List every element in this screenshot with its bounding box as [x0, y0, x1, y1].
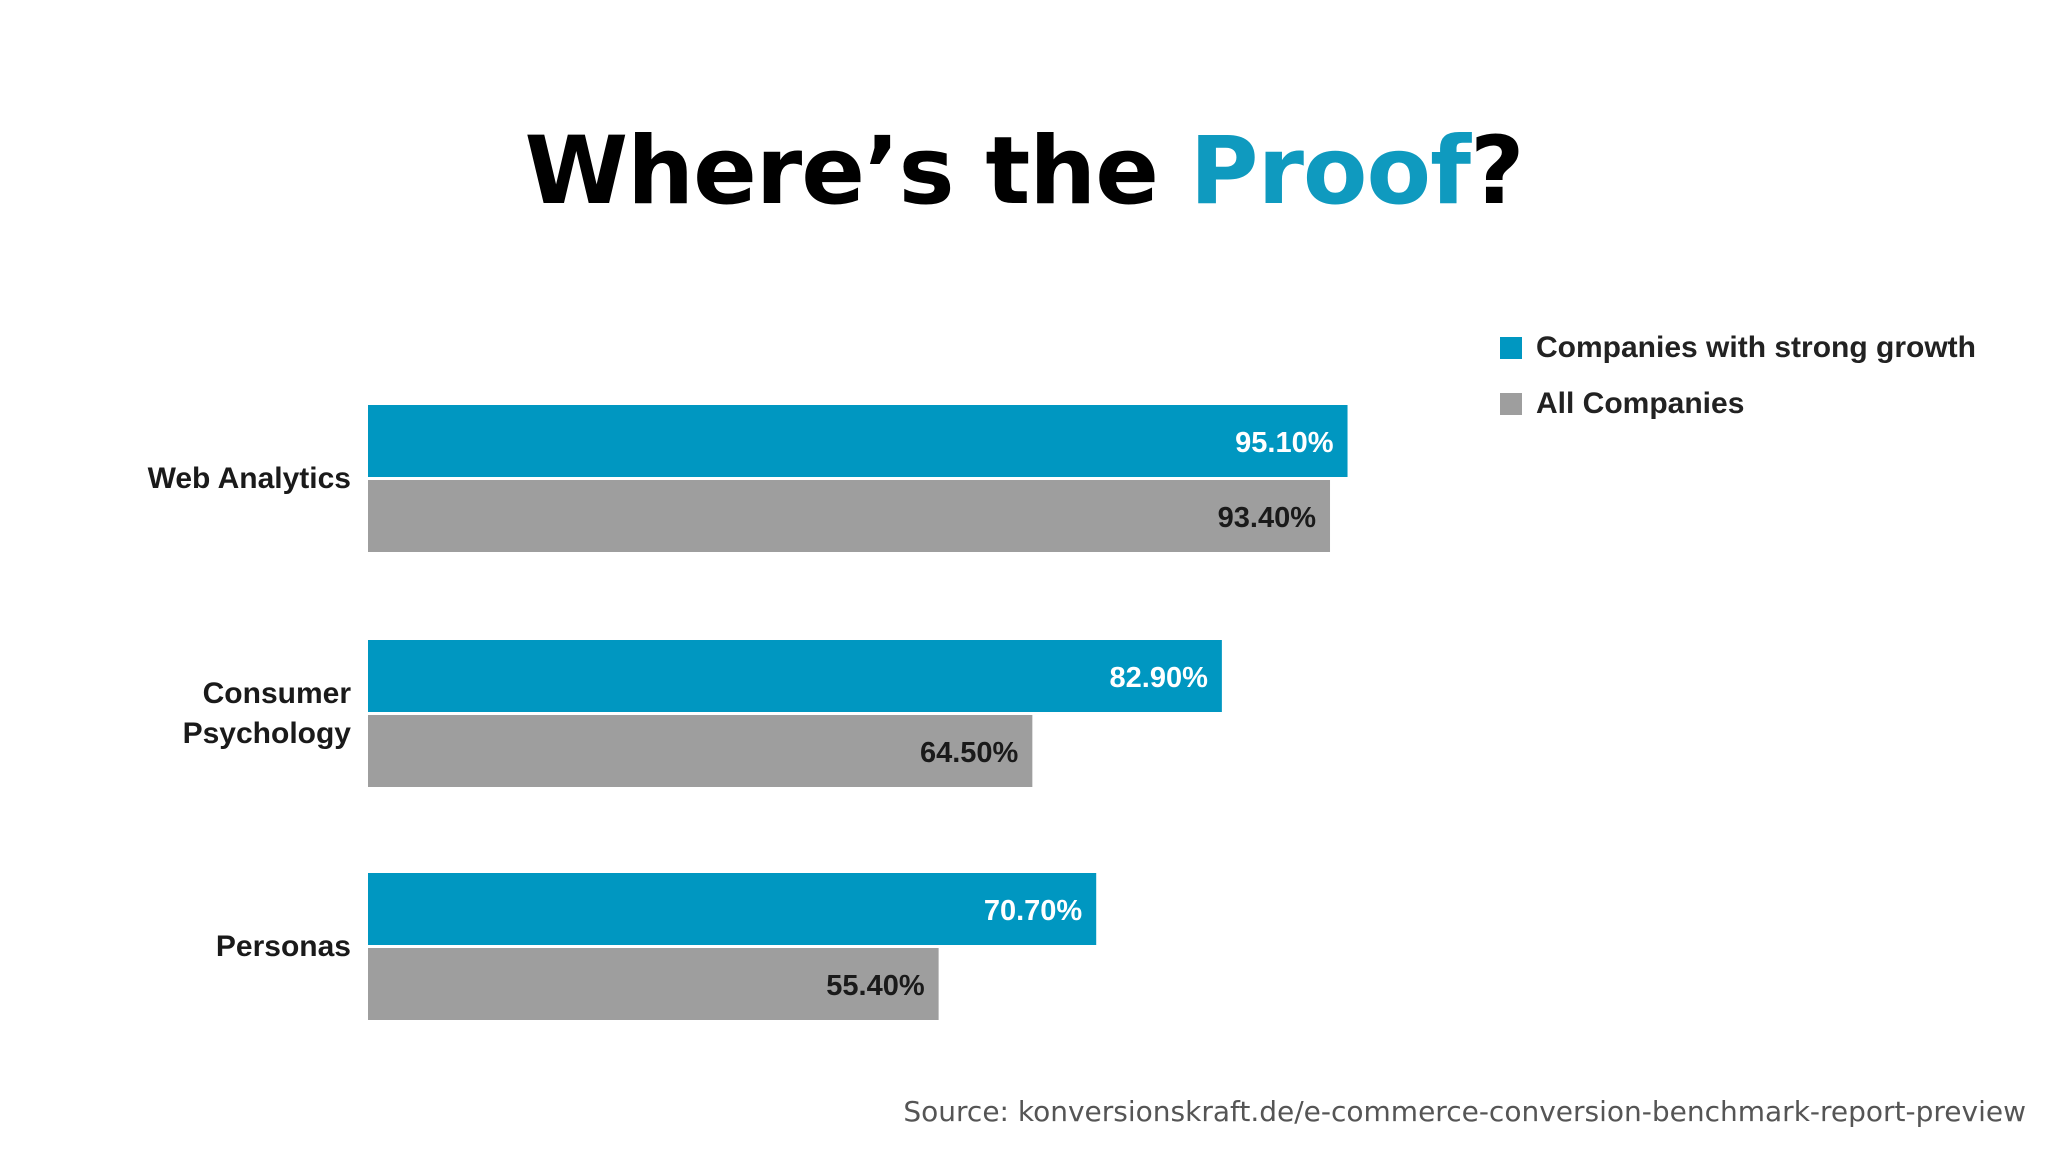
bar-personas-all-companies	[368, 948, 939, 1020]
category-label-personas: Personas	[216, 930, 351, 963]
title-text: Where’s the	[524, 117, 1190, 226]
legend-item-strong-growth: Companies with strong growth	[1500, 320, 1976, 376]
legend-label-strong-growth: Companies with strong growth	[1536, 331, 1976, 364]
legend-swatch-strong-growth	[1500, 337, 1522, 359]
bar-web-analytics-companies-with-strong-growth	[368, 405, 1348, 477]
data-label-personas-all-companies: 55.40%	[826, 970, 925, 1002]
data-label-personas-companies-with-strong-growth: 70.70%	[984, 895, 1083, 927]
data-label-web-analytics-all-companies: 93.40%	[1218, 502, 1317, 534]
source-citation: Source: konversionskraft.de/e-commerce-c…	[903, 1095, 2026, 1128]
bar-consumer-psychology-companies-with-strong-growth	[368, 640, 1222, 712]
legend-label-all-companies: All Companies	[1536, 387, 1745, 420]
chart-legend: Companies with strong growth All Compani…	[1500, 320, 1976, 432]
bar-consumer-psychology-all-companies	[368, 715, 1033, 787]
data-label-consumer-psychology-all-companies: 64.50%	[920, 737, 1019, 769]
data-label-consumer-psychology-companies-with-strong-growth: 82.90%	[1110, 662, 1209, 694]
title-question-mark: ?	[1469, 117, 1525, 226]
category-label-consumer-psychology: Consumer Psychology	[183, 677, 352, 750]
data-label-web-analytics-companies-with-strong-growth: 95.10%	[1235, 427, 1334, 459]
legend-swatch-all-companies	[1500, 393, 1522, 415]
category-label-web-analytics: Web Analytics	[148, 462, 351, 495]
legend-item-all-companies: All Companies	[1500, 376, 1976, 432]
bar-personas-companies-with-strong-growth	[368, 873, 1097, 945]
slide-title: Where’s the Proof?	[0, 112, 2048, 232]
bar-web-analytics-all-companies	[368, 480, 1331, 552]
title-highlight: Proof	[1189, 117, 1471, 226]
